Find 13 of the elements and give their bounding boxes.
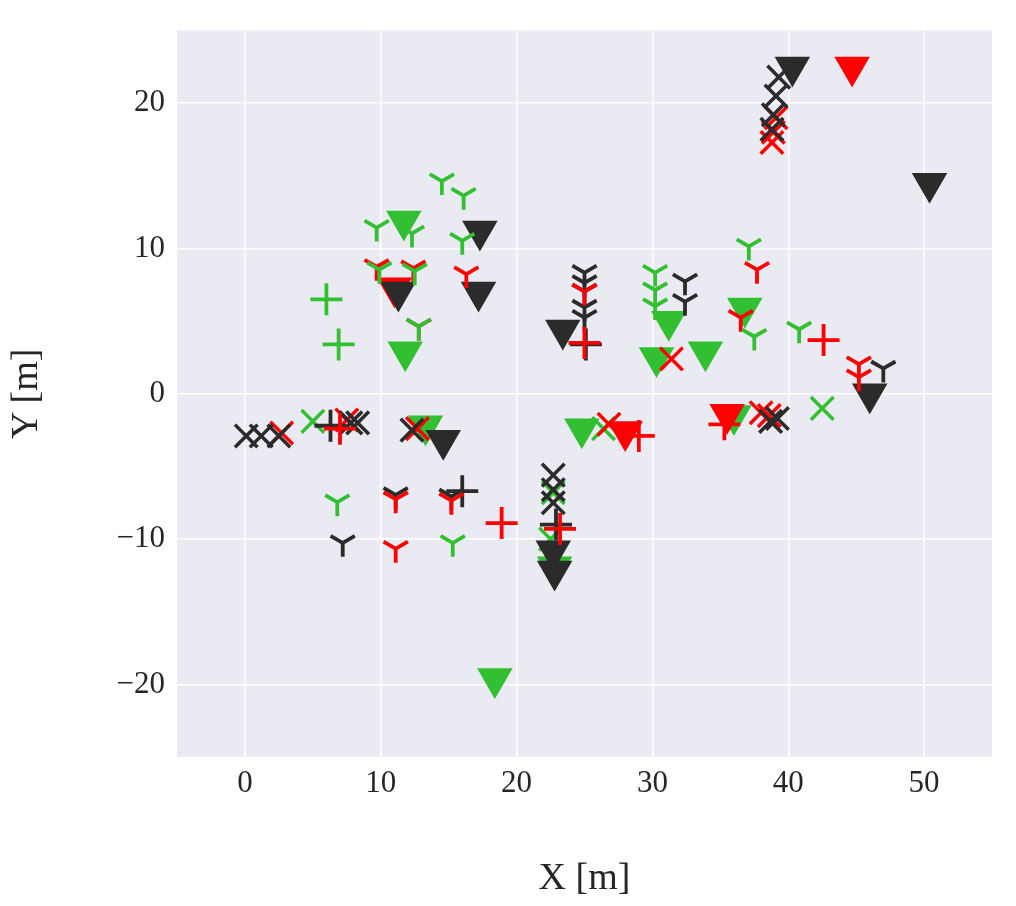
x-tick-label: 50 bbox=[908, 763, 940, 799]
y-axis-title: Y [m] bbox=[2, 348, 45, 439]
y-tick-label: 20 bbox=[134, 83, 165, 119]
y-tick-label: 0 bbox=[149, 373, 165, 409]
x-tick-label: 20 bbox=[501, 763, 533, 799]
x-axis-title: X [m] bbox=[538, 855, 631, 898]
x-tick-label: 10 bbox=[365, 763, 397, 799]
y-tick-label: −10 bbox=[116, 519, 165, 555]
x-tick-label: 40 bbox=[772, 763, 804, 799]
x-tick-label: 30 bbox=[636, 763, 668, 799]
y-tick-label: −20 bbox=[116, 664, 165, 700]
x-tick-label: 0 bbox=[237, 763, 253, 799]
y-tick-label: 10 bbox=[134, 228, 165, 264]
